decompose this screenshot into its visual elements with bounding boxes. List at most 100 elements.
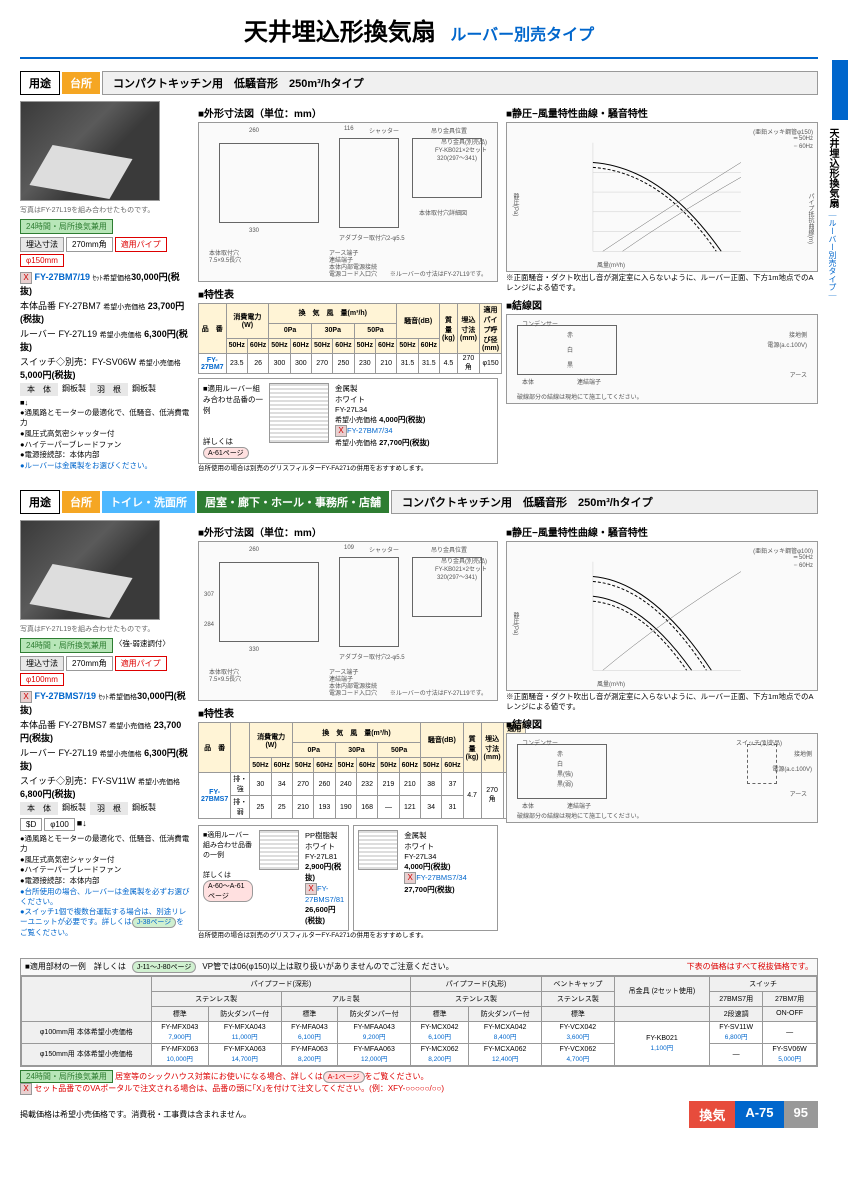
tm: 品 番 [199, 723, 231, 773]
lvl: A-60～A-61ページ [203, 880, 253, 902]
wj: 連結端子 [567, 801, 591, 810]
da: 260 [249, 547, 259, 553]
th-kg: 質量(kg) [440, 304, 458, 354]
h9: 60Hz [442, 758, 463, 773]
pipe-val: φ150mm [20, 254, 64, 267]
ps8 [614, 1006, 709, 1021]
pipe-label: 適用パイプ [115, 237, 167, 252]
wa: コンデンサー [522, 738, 558, 747]
r21p: FY-MFXA063 [212, 1046, 278, 1053]
ft-no: 95 [784, 1101, 818, 1128]
d-p: 電源コード入口穴 [329, 269, 377, 278]
nb2: スイッチ1個で複数台運転する場合は、別途リレーユニットが必要です。詳しくはJ-3… [20, 907, 190, 938]
hz0: 50Hz [226, 338, 247, 353]
perf-chart-2: (亜鉛メッキ鋼管φ100) ━ 50Hz ┄ 60Hz 静圧(Pa) 風量(m³… [506, 541, 818, 691]
psh: 吊金具 (2セット使用) [614, 976, 709, 1006]
x-icon: X [335, 425, 347, 437]
hz8: 50Hz [397, 338, 418, 353]
lv-h: ■適用ルーバー組み合わせ品番の一例 [203, 383, 263, 416]
x-icon: X [404, 872, 416, 884]
louver-img [269, 383, 329, 443]
body-label: 本体品番 [20, 301, 56, 311]
l1m: PP樹脂製 [305, 830, 344, 841]
note-1: 通風路とモーターの最適化で、低騒音、低消費電力 [20, 408, 190, 428]
wb: 赤 [557, 749, 563, 758]
h5: 60Hz [356, 758, 377, 773]
v10: 4.5 [440, 354, 458, 374]
r22r: 8,200円 [285, 1053, 335, 1063]
w-h: 連結端子 [577, 377, 601, 386]
louver-opt-2: 金属製 ホワイト FY-27L34 4,000円(税抜) XFY-27BMS7/… [353, 825, 498, 931]
r20p: FY-MFX063 [155, 1046, 205, 1053]
wk: アース [790, 789, 807, 798]
th-model: 品 番 [199, 304, 227, 354]
d-v: 本体取付穴詳細図 [419, 208, 467, 217]
body-pre: 希望小売価格 [103, 304, 145, 311]
lvd: 詳しくは [203, 870, 253, 880]
hv2: 270 [292, 773, 313, 796]
side-subtitle: ｜ルーバー別売タイプ｜ [828, 211, 837, 299]
lv9: 31 [442, 796, 463, 819]
lvn: 台所使用の場合は別売のグリスフィルターFY-FA271の併用をおすすめします。 [198, 932, 498, 940]
v7: 210 [375, 354, 396, 374]
r14r: 6,100円 [414, 1031, 465, 1041]
m1l: 本 体 [20, 802, 58, 815]
l2sp: 27,700円(税抜) [404, 885, 454, 894]
r10p: FY-MFX043 [155, 1024, 205, 1031]
kitchen-tag: 台所 [62, 491, 100, 513]
lv5: 168 [356, 796, 377, 819]
hv1: 34 [271, 773, 292, 796]
swbp: FY-SV06W [766, 1046, 813, 1053]
ps3: 標準 [281, 1006, 338, 1021]
swap: FY-SV11W [713, 1024, 759, 1031]
d-q: 吊り金具位置 [431, 126, 467, 135]
spec-table: 品 番消費電力(W)換 気 風 量(m³/h)騒音(dB)質量(kg)埋込寸法(… [198, 303, 502, 374]
pfn1b: をご覧ください。 [365, 1072, 429, 1081]
h1: 60Hz [271, 758, 292, 773]
w-a: コンデンサー [522, 319, 558, 328]
parts-table: パイプフード(深形) パイプフード(丸形) ベントキャップ 吊金具 (2セット使… [21, 976, 817, 1066]
nb1: 台所使用の場合、ルーバーは金属製を必ずお選びください。 [20, 887, 190, 907]
m2v: 鋼板製 [132, 802, 156, 815]
hv5: 232 [356, 773, 377, 796]
d-l: 7.5×9.5長穴 [209, 255, 241, 264]
wf: 電源(a.c.100V) [772, 764, 812, 773]
hv9: 37 [442, 773, 463, 796]
toilet-tag: トイレ・洗面所 [102, 491, 195, 513]
rm: FY-27BMS7 [199, 773, 231, 819]
ta: 換 気 風 量(m³/h) [292, 723, 420, 743]
dim-val: 270mm角 [66, 237, 113, 252]
h0: 50Hz [250, 758, 271, 773]
l1p: 2,900円(税抜) [305, 862, 341, 882]
psw1: 27BMS7用 [710, 991, 763, 1006]
r26p: FY-VCX062 [545, 1046, 611, 1053]
spec-tag: コンパクトキッチン用 低騒音形 250m³/hタイプ [102, 71, 818, 95]
cx: 風量(m³/h) [597, 679, 625, 688]
th-pw: 消費電力(W) [226, 304, 269, 339]
x-icon: X [20, 1083, 32, 1095]
dx: 320(297～341) [437, 572, 477, 581]
swbr: 5,000円 [766, 1053, 813, 1063]
r13p: FY-MFAA043 [341, 1024, 407, 1031]
d-t: 320(297～341) [437, 153, 477, 162]
v3: 300 [290, 354, 311, 374]
ps2: 防火ダンパー付 [208, 1006, 281, 1021]
l2m: 金属製 [404, 830, 493, 841]
tk: 質量(kg) [463, 723, 481, 773]
tmode [231, 723, 250, 773]
wg: スイッチ(別売品) [736, 738, 782, 747]
dim-val: 270mm角 [66, 656, 113, 671]
hz7: 60Hz [375, 338, 396, 353]
mid-column: ■外形寸法図（単位：mm） 260 116 シャッター 330 吊り金具位置 吊… [198, 101, 498, 474]
hv7: 210 [399, 773, 420, 796]
lv4: 190 [335, 796, 356, 819]
lv-img [259, 830, 299, 870]
hv0: 30 [250, 773, 271, 796]
tp: 消費電力(W) [250, 723, 293, 758]
price-pre: ｾｯﾄ希望価格 [93, 275, 132, 282]
d-j: アダプター取付穴2-φ5.5 [339, 233, 405, 242]
th-30pa: 30Pa [311, 323, 354, 338]
parts-footer: 24時間・局所換気兼用 居室等のシックハウス対策にお使いになる場合、詳しくはA-… [20, 1071, 818, 1095]
lv-mat: 金属製 [335, 383, 493, 394]
d-x: ※ルーバーの寸法はFY-27L19です。 [390, 269, 487, 278]
